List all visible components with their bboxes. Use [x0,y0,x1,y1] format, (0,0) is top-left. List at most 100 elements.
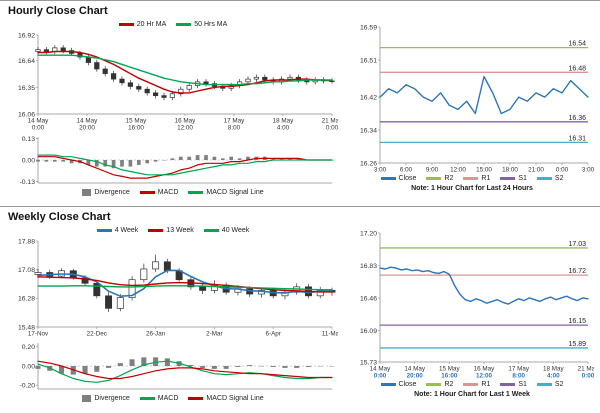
hourly-note: Note: 1 Hour Chart for Last 24 Hours [411,185,533,192]
legend-item-r2: R2 [426,175,453,182]
svg-text:14 May: 14 May [404,366,426,373]
svg-text:12:00: 12:00 [476,373,493,380]
svg-text:15.89: 15.89 [568,341,586,348]
line-swatch [139,396,155,400]
svg-text:16.48: 16.48 [568,65,586,72]
svg-text:16.09: 16.09 [360,328,377,335]
line-swatch [148,228,164,232]
svg-text:16.35: 16.35 [18,85,35,92]
legend-item-s1: S1 [500,175,527,182]
legend-item-divergence: Divergence [82,188,130,196]
line-swatch [188,396,204,400]
legend-item-40-week: 40 Week [203,226,250,234]
svg-text:21 May: 21 May [578,366,594,373]
hourly-left-column: 20 Hr MA 50 Hrs MA 16.92 16.64 16.35 16.06 14… [6,19,340,197]
macd-signal-line-line [37,154,333,176]
svg-text:17.03: 17.03 [568,241,586,248]
weekly-price-legend: 4 Week 13 Week 40 Week [96,225,250,235]
svg-text:16.42: 16.42 [360,94,377,101]
line-swatch [426,382,442,386]
hourly-macd-chart: 0.13 0.00 -0.13 [20,136,334,186]
svg-text:16.83: 16.83 [360,263,377,270]
weekly-sr-legend: Close R2 R1 S1 S2 [380,379,563,389]
svg-text:16.46: 16.46 [360,295,377,302]
line-swatch [203,228,219,232]
weekly-section-title: Weekly Close Chart [8,211,111,223]
macd-line [37,360,333,383]
legend-label: 40 Week [221,226,250,234]
line-swatch [118,22,134,26]
svg-text:17-Nov: 17-Nov [28,331,49,338]
line-swatch [380,382,396,386]
svg-text:21 May: 21 May [322,118,338,125]
legend-label: S1 [518,380,527,388]
svg-text:2-Mar: 2-Mar [206,331,222,338]
legend-item-50-hrs-ma: 50 Hrs MA [176,21,227,28]
svg-text:0.20: 0.20 [22,344,35,351]
svg-text:20:00: 20:00 [407,373,424,380]
svg-text:0:00: 0:00 [556,167,569,174]
line-swatch [463,176,479,180]
legend-item-macd: MACD [139,395,178,402]
hourly-section: Hourly Close Chart 20 Hr MA 50 Hrs MA 16.… [0,0,600,206]
legend-item-20-hr-ma: 20 Hr MA [118,21,166,28]
svg-text:6:00: 6:00 [400,167,413,174]
svg-text:16.64: 16.64 [18,58,35,65]
legend-item-s2: S2 [536,381,563,388]
svg-text:18 May: 18 May [273,118,295,125]
svg-text:0:00: 0:00 [326,125,338,132]
legend-label: R1 [481,174,491,182]
line-swatch [463,382,479,386]
svg-text:16.36: 16.36 [568,115,586,122]
weekly-note: Note: 1 Hour Chart for Last 1 Week [414,391,530,398]
svg-text:4:00: 4:00 [547,373,560,380]
svg-text:3:00: 3:00 [374,167,387,174]
legend-label: Divergence [94,188,130,196]
40-week-line [37,285,333,291]
20-hr-ma-line [37,50,333,94]
legend-item-close: Close [380,174,417,182]
svg-text:17.20: 17.20 [360,230,377,237]
svg-text:0:00: 0:00 [582,373,594,380]
legend-item-13-week: 13 Week [148,227,194,234]
line-swatch [500,176,516,180]
legend-item-macd-signal-line: MACD Signal Line [188,189,264,196]
svg-text:16.28: 16.28 [18,296,35,303]
svg-text:0:00: 0:00 [32,125,45,132]
svg-text:14 May: 14 May [28,118,50,125]
svg-text:9:00: 9:00 [426,167,439,174]
legend-item-close: Close [380,380,417,388]
legend-item-macd-signal-line: MACD Signal Line [188,395,264,402]
legend-label: Close [398,380,417,388]
13-week-line [37,276,333,293]
svg-text:0.13: 0.13 [22,136,35,143]
svg-text:16.59: 16.59 [360,24,377,31]
50-hrs-ma-line [37,54,333,86]
svg-text:17 May: 17 May [508,366,530,373]
svg-text:16.92: 16.92 [18,32,35,39]
svg-text:16 May: 16 May [474,366,496,373]
svg-text:4:00: 4:00 [277,125,290,132]
svg-text:26-Jan: 26-Jan [146,331,166,338]
4-week-line [37,269,333,298]
svg-text:16.26: 16.26 [360,160,377,167]
line-swatch [426,176,442,180]
svg-text:-0.20: -0.20 [20,383,36,390]
svg-text:18 May: 18 May [543,366,565,373]
legend-label: Close [398,174,417,182]
bar-swatch [82,394,92,402]
svg-text:22-Dec: 22-Dec [87,331,107,338]
svg-text:11-May: 11-May [322,331,338,338]
line-swatch [96,228,112,232]
legend-label: R2 [444,174,454,182]
svg-text:3:00: 3:00 [582,167,594,174]
weekly-section: Weekly Close Chart 4 Week 13 Week 40 Week … [0,206,600,412]
svg-text:17.08: 17.08 [18,267,35,274]
svg-text:16.06: 16.06 [18,111,35,118]
svg-text:18:00: 18:00 [502,167,518,174]
line-swatch [536,382,552,386]
line-swatch [139,190,155,194]
